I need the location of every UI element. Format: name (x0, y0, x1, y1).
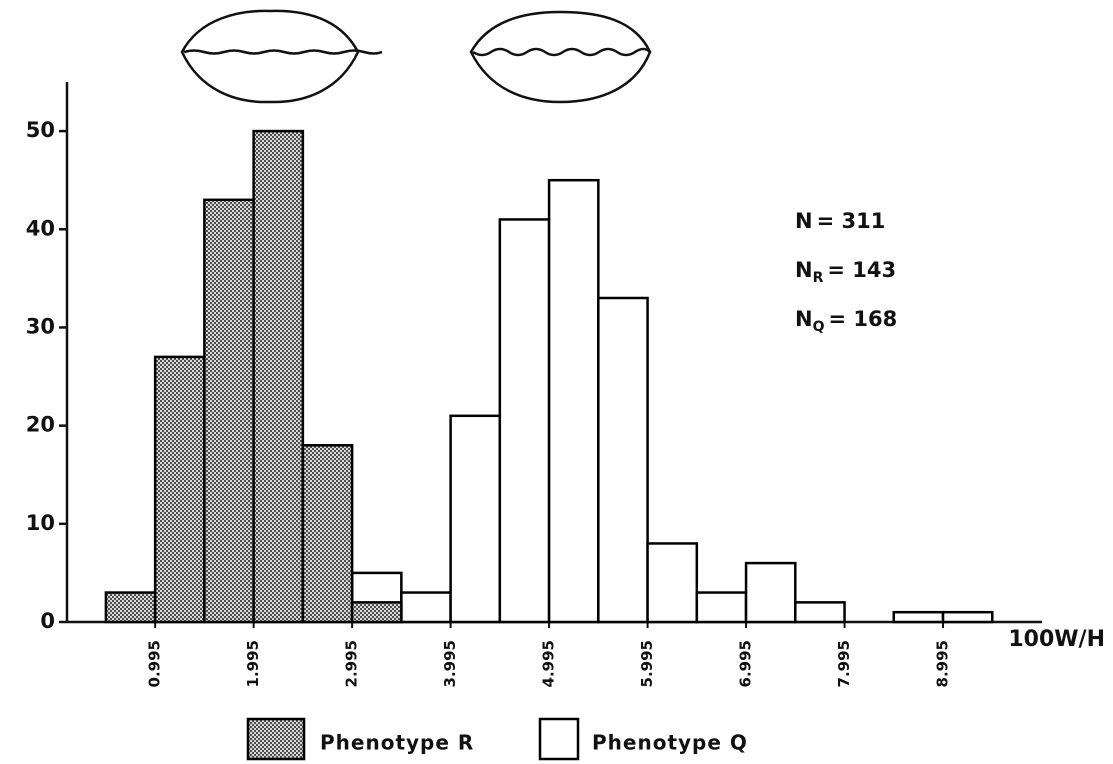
annotation: NQ = 168 (795, 307, 897, 335)
x-axis-label: 100W/H (1008, 627, 1105, 652)
y-tick-label: 40 (26, 216, 55, 240)
annotation-subscript: R (813, 270, 824, 286)
y-tick-label: 20 (26, 413, 55, 437)
x-tick-label: 2.995 (343, 640, 361, 687)
bar (350, 601, 403, 624)
bar (892, 610, 945, 624)
bar (646, 542, 699, 624)
bar (153, 355, 206, 624)
bar (744, 561, 797, 624)
annotation-subscript: Q (813, 319, 825, 335)
x-tick-label: 7.995 (835, 640, 853, 687)
legend-label: Phenotype Q (592, 731, 748, 755)
legend: Phenotype R Phenotype Q (246, 717, 748, 761)
annotation: N = 311 (795, 209, 885, 233)
bar (104, 591, 157, 624)
legend-swatch (538, 717, 580, 761)
annotation-text: = 168 (828, 307, 897, 331)
x-tick-label: 8.995 (934, 640, 952, 687)
y-tick-label: 10 (26, 511, 55, 535)
y-tick-label: 50 (26, 118, 55, 142)
annotation-base: N (795, 209, 813, 233)
bar (547, 178, 600, 624)
bar (203, 198, 255, 624)
annotation: NR = 143 (795, 258, 896, 286)
bar (941, 610, 994, 624)
bar (449, 414, 502, 624)
annotation-base: N (795, 307, 813, 331)
bar (252, 129, 305, 624)
legend-swatch (246, 717, 306, 761)
x-tick-label: 4.995 (540, 640, 558, 687)
annotation-base: N (795, 258, 813, 282)
shell-illustration (469, 10, 652, 104)
shell-illustration (180, 9, 383, 104)
x-tick-label: 5.995 (638, 640, 656, 687)
x-tick-label: 6.995 (737, 640, 755, 687)
x-tick-label: 3.995 (441, 640, 459, 687)
bar (794, 601, 846, 624)
y-tick-label: 30 (26, 314, 55, 338)
bar (301, 444, 354, 624)
legend-label: Phenotype R (320, 731, 474, 755)
bar (498, 218, 551, 624)
bar (597, 296, 649, 624)
x-tick-label: 0.995 (146, 640, 164, 687)
x-tick-label: 1.995 (244, 640, 262, 687)
annotation-text: = 143 (827, 258, 896, 282)
bar (400, 591, 452, 624)
bar (695, 591, 748, 624)
annotation-text: = 311 (817, 209, 886, 233)
y-tick-label: 0 (40, 609, 55, 633)
